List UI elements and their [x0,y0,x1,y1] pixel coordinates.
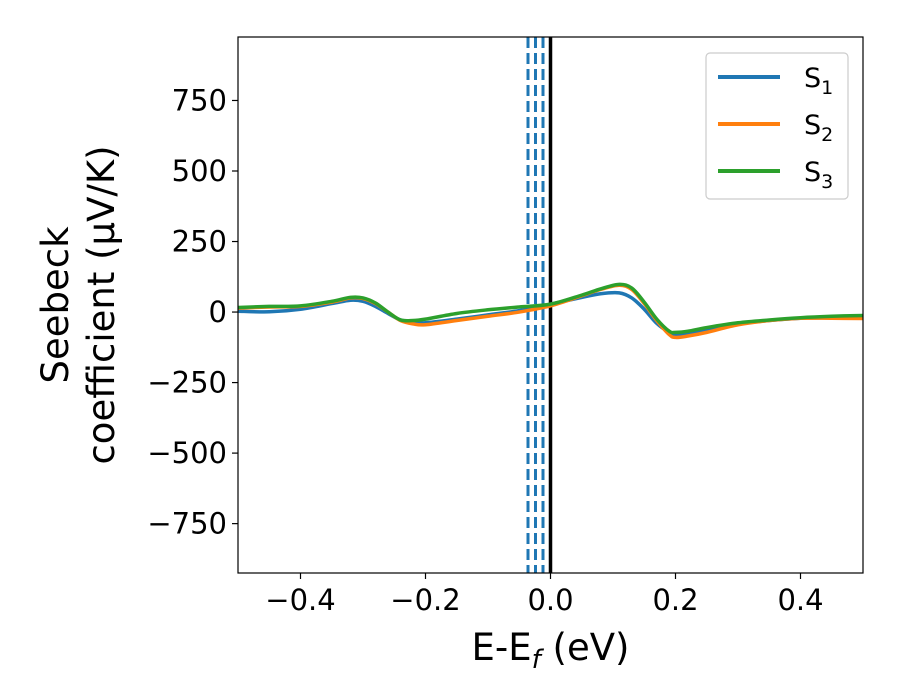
y-axis-label-line2: coefficient (μV/K) [80,145,123,464]
x-axis-label: E-Ef (eV) [472,626,630,675]
y-tick-label: −750 [147,507,227,541]
x-tick-label: −0.2 [390,583,460,617]
y-tick-label: −500 [147,436,227,470]
legend-label-s2: S2 [804,110,833,146]
x-tick-label: 0.4 [777,583,823,617]
y-tick-label: 250 [172,225,227,259]
y-tick-label: 0 [209,295,227,329]
legend-label-s1: S1 [804,63,833,99]
plot-content [238,37,863,573]
axes: −0.4 −0.2 0.0 0.2 0.4 −750 −500 −250 0 250 500 750 E… [34,36,864,675]
y-tick-label: −250 [147,366,227,400]
legend: S1 S2 S3 [705,52,849,200]
y-tick-label: 750 [172,83,227,117]
series-line-s3 [238,282,863,335]
legend-label-s3: S3 [804,157,833,193]
x-tick-label: 0.0 [527,583,573,617]
y-axis-label-line1: Seebeck [34,226,77,384]
x-tick-label: 0.2 [652,583,698,617]
y-tick-label: 500 [172,154,227,188]
x-tick-label: −0.4 [265,583,335,617]
